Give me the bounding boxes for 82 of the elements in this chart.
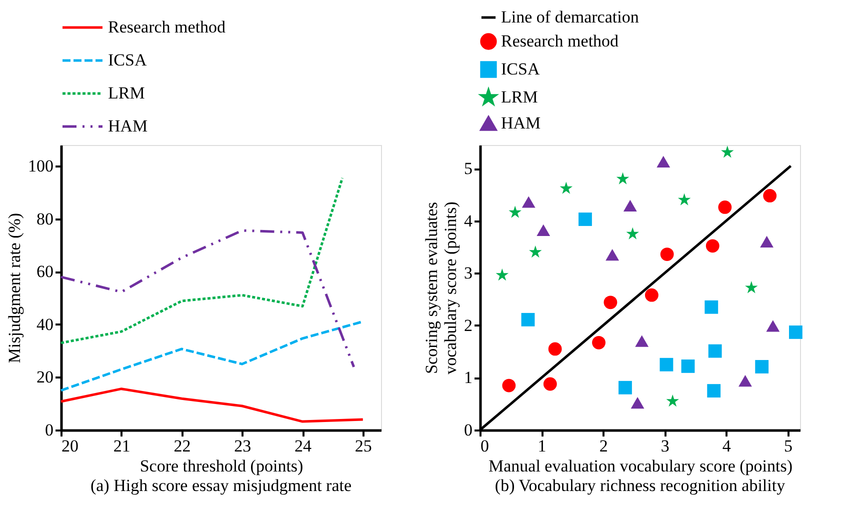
point bbox=[592, 336, 606, 350]
y-axis-title: Misjudgment rate (%) bbox=[5, 212, 24, 364]
point bbox=[763, 189, 777, 202]
point bbox=[656, 156, 670, 168]
point bbox=[660, 248, 674, 261]
x-tick-label: 23 bbox=[234, 436, 252, 456]
x-tick-label: 25 bbox=[354, 436, 372, 456]
y-tick-label: 5 bbox=[464, 159, 472, 178]
legend-label: LRM bbox=[501, 88, 538, 106]
point bbox=[760, 236, 774, 248]
point bbox=[543, 377, 557, 391]
x-tick-label: 22 bbox=[174, 436, 191, 456]
y-tick-label: 0 bbox=[464, 420, 472, 440]
point bbox=[560, 182, 573, 194]
y-tick-label: 2 bbox=[464, 316, 472, 335]
point bbox=[536, 224, 550, 236]
y-axis-title: Scoring system evaluates vocabulary score (points) bbox=[422, 202, 460, 374]
x-axis-title: Score threshold (points) bbox=[140, 456, 304, 476]
point bbox=[578, 212, 592, 226]
legend-label: HAM bbox=[108, 116, 148, 136]
y-tick-label: 40 bbox=[36, 314, 54, 334]
x-tick-label: 24 bbox=[294, 436, 312, 456]
legend-label: Line of demarcation bbox=[501, 8, 640, 26]
point bbox=[755, 360, 769, 374]
legend-label: ICSA bbox=[501, 60, 540, 78]
y-tick-label: 3 bbox=[464, 264, 472, 283]
point bbox=[508, 206, 522, 218]
x-tick-label: 1 bbox=[538, 436, 546, 456]
point bbox=[644, 288, 658, 302]
x-tick-label: 5 bbox=[784, 436, 792, 456]
point bbox=[738, 375, 752, 387]
point bbox=[707, 384, 721, 398]
x-tick-label: 0 bbox=[480, 436, 489, 456]
point bbox=[616, 172, 630, 184]
y-tick-label: 20 bbox=[36, 368, 54, 387]
point bbox=[502, 378, 516, 392]
x-tick-label: 20 bbox=[62, 436, 78, 456]
legend-label: LRM bbox=[108, 84, 145, 102]
point bbox=[766, 320, 780, 332]
y-tick-label: 100 bbox=[28, 156, 54, 176]
point bbox=[623, 200, 637, 212]
point bbox=[496, 268, 509, 281]
point bbox=[678, 193, 691, 206]
point bbox=[630, 397, 644, 409]
line-series bbox=[60, 388, 364, 423]
point bbox=[681, 359, 695, 373]
y-tick-label: 4 bbox=[464, 211, 473, 230]
legend-label: Research method bbox=[108, 18, 226, 36]
line-series bbox=[60, 176, 344, 344]
text: (a) High score essay misjudgment rate bbox=[90, 476, 352, 495]
point bbox=[660, 358, 674, 372]
text: (b) Vocabulary richness recognition ability bbox=[494, 476, 786, 495]
point bbox=[788, 326, 802, 339]
x-tick-label: 2 bbox=[599, 436, 608, 456]
point bbox=[606, 249, 620, 261]
y-tick-label: 1 bbox=[464, 368, 472, 388]
point bbox=[706, 239, 720, 253]
x-axis-title: Manual evaluation vocabulary score (points) bbox=[488, 456, 793, 476]
legend-label: ICSA bbox=[108, 50, 148, 70]
point bbox=[666, 394, 679, 407]
point bbox=[522, 196, 536, 208]
point bbox=[635, 335, 649, 347]
y-tick-label: 80 bbox=[36, 209, 54, 228]
point bbox=[718, 200, 732, 214]
point bbox=[708, 344, 722, 358]
x-tick-label: 3 bbox=[660, 436, 670, 456]
point bbox=[618, 380, 632, 394]
point bbox=[521, 312, 535, 326]
y-tick-label: 60 bbox=[36, 262, 54, 282]
y-tick-label: 0 bbox=[45, 420, 54, 440]
point bbox=[745, 281, 758, 294]
x-tick-label: 21 bbox=[113, 436, 130, 456]
point bbox=[721, 146, 734, 158]
point bbox=[548, 342, 562, 356]
legend-label: Research method bbox=[501, 32, 620, 50]
x-tick-label: 4 bbox=[722, 436, 732, 456]
legend-label: HAM bbox=[501, 114, 541, 132]
line-series bbox=[60, 229, 356, 368]
point bbox=[704, 300, 718, 314]
point bbox=[529, 245, 542, 258]
point bbox=[626, 227, 639, 240]
point bbox=[604, 296, 618, 310]
